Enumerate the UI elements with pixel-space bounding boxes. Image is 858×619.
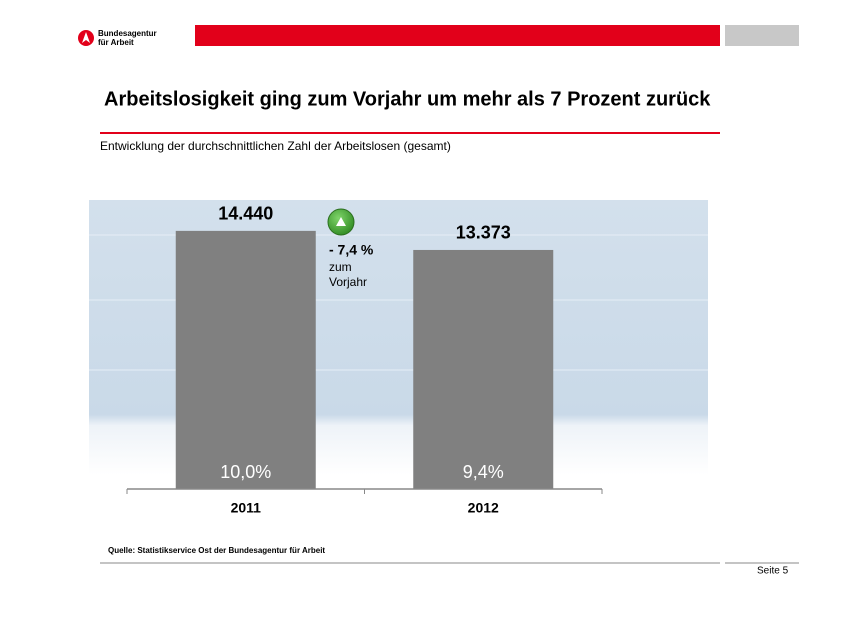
- x-tick-label: 2012: [468, 500, 499, 516]
- change-note: Vorjahr: [329, 275, 367, 289]
- value-label: 14.440: [218, 204, 273, 224]
- logo-text: Bundesagentur: [98, 29, 157, 38]
- source: Quelle: Statistikservice Ost der Bundesa…: [108, 546, 325, 555]
- chart-title: Arbeitslosigkeit ging zum Vorjahr um meh…: [104, 88, 711, 110]
- logo: Bundesagentur für Arbeit: [78, 29, 157, 47]
- x-tick-label: 2011: [231, 500, 262, 516]
- change-note: zum: [329, 260, 352, 274]
- change-arrow: [336, 217, 346, 226]
- value-label: 13.373: [456, 223, 511, 243]
- chart-subtitle: Entwicklung der durchschnittlichen Zahl …: [100, 139, 451, 153]
- bar: [413, 249, 554, 489]
- logo-text: für Arbeit: [98, 38, 134, 47]
- header-bar: [195, 25, 720, 46]
- logo-arrow: [82, 32, 90, 43]
- bar: [175, 230, 316, 489]
- inner-label: 10,0%: [220, 462, 271, 482]
- page-number: Seite 5: [757, 566, 789, 577]
- plot: 14.440 10,0% 2011 13.373 9,4% 2012: [126, 204, 603, 516]
- header-box: [725, 25, 799, 46]
- change-label: - 7,4 %: [329, 242, 374, 258]
- inner-label: 9,4%: [463, 462, 504, 482]
